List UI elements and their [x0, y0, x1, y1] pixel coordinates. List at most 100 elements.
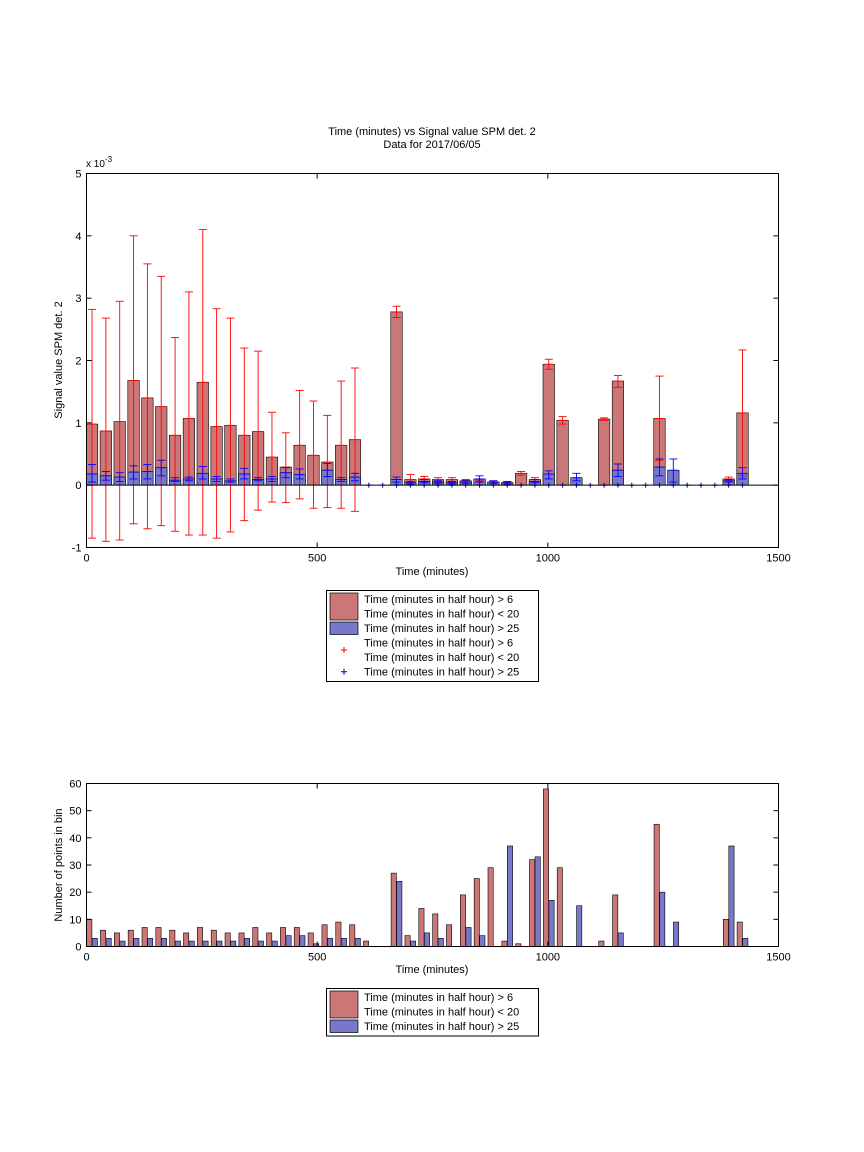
count-bar-blue: [507, 845, 513, 947]
count-bar-red: [197, 927, 203, 947]
count-bar-blue: [257, 940, 264, 947]
x-tick-label: 1000: [536, 553, 560, 565]
legend-box: [326, 590, 539, 682]
legend-label: Time (minutes in half hour) < 20: [364, 609, 519, 621]
count-bar-red: [446, 924, 453, 947]
count-chart: 0 500 1000 1500 0 10 20 30 40 50 60 Time (minutes)…: [53, 779, 791, 1037]
signal-bar-red: [390, 311, 403, 486]
y-tick-label: 3: [75, 293, 81, 305]
count-bar-red: [501, 940, 508, 947]
count-bar-red: [363, 940, 369, 947]
x-tick-label: 500: [308, 952, 326, 964]
count-bar-red: [141, 927, 148, 947]
count-bar-red: [293, 927, 300, 947]
legend-label: Time (minutes in half hour) > 25: [364, 1021, 519, 1033]
y-tick-label: 5: [75, 169, 81, 181]
count-legend: Time (minutes in half hour) > 6 Time (min…: [326, 988, 539, 1037]
count-bar-red: [722, 919, 729, 947]
legend-box: [326, 988, 539, 1037]
y-tick-label: 30: [69, 860, 81, 872]
count-bar-blue: [354, 938, 361, 947]
count-x-label: Time (minutes): [396, 964, 469, 976]
count-bar-blue: [299, 935, 306, 947]
signal-y-label: Signal value SPM det. 2: [53, 301, 65, 418]
legend-label: Time (minutes in half hour) > 25: [364, 667, 519, 679]
y-tick-label: 50: [69, 806, 81, 818]
count-bar-red: [487, 867, 494, 947]
count-bar-blue: [548, 900, 555, 947]
count-bar-blue: [230, 940, 237, 947]
count-y-label: Number of points in bin: [53, 808, 65, 921]
y-tick-label: 20: [69, 887, 81, 899]
y-tick-label: 10: [69, 914, 81, 926]
signal-bar-red: [556, 420, 569, 486]
count-bar-red: [543, 788, 549, 947]
count-bar-blue: [742, 938, 749, 947]
count-bar-blue: [105, 938, 112, 947]
count-bar-blue: [271, 940, 278, 947]
count-bar-red: [556, 867, 563, 947]
count-bar-red: [404, 935, 411, 947]
y-tick-label: 60: [69, 779, 81, 791]
x-tick-label: 1000: [536, 952, 560, 964]
y-tick-label: 40: [69, 833, 81, 845]
count-bar-red: [266, 932, 273, 947]
signal-chart: Time (minutes) vs Signal value SPM det. …: [53, 126, 791, 682]
signal-axes-frame: [86, 173, 779, 548]
count-bar-blue: [147, 938, 154, 947]
count-bar-red: [612, 894, 619, 947]
count-bar-red: [460, 894, 466, 947]
legend-label: Time (minutes in half hour) < 20: [364, 652, 519, 664]
count-bar-blue: [410, 940, 417, 947]
count-bar-red: [210, 929, 217, 947]
count-bar-red: [473, 878, 480, 947]
count-bar-red: [252, 927, 259, 947]
count-bar-red: [307, 932, 314, 947]
legend-label: Time (minutes in half hour) > 6: [364, 992, 513, 1004]
count-bar-blue: [327, 938, 334, 947]
count-bar-blue: [617, 932, 624, 947]
x-tick-label: 1500: [766, 553, 790, 565]
count-bar-red: [321, 924, 328, 947]
count-bar-blue: [133, 938, 140, 947]
count-bar-blue: [202, 940, 209, 947]
count-bar-blue: [479, 935, 486, 947]
x-tick-label: 1500: [766, 952, 790, 964]
count-ticks: 0 500 1000 1500 0 10 20 30 40 50 60: [69, 779, 790, 964]
count-bar-blue: [188, 940, 195, 947]
count-bar-red: [653, 823, 660, 947]
signal-chart-y-exponent: x 10-3: [86, 155, 113, 170]
count-bar-red: [100, 929, 107, 947]
y-tick-label: -1: [72, 543, 82, 555]
count-bar-red: [432, 913, 439, 947]
x-tick-label: 0: [83, 952, 89, 964]
count-bar-blue: [91, 938, 98, 947]
signal-errorbars: [88, 229, 747, 542]
legend-label: Time (minutes in half hour) < 20: [364, 1007, 519, 1019]
count-bar-red: [335, 921, 342, 947]
count-bar-red: [114, 932, 120, 947]
y-tick-label: 1: [75, 418, 81, 430]
signal-x-label: Time (minutes): [396, 566, 469, 578]
count-bar-red: [155, 927, 162, 947]
count-bar-blue: [424, 932, 430, 947]
count-bar-red: [86, 919, 93, 947]
count-bar-blue: [340, 938, 347, 947]
legend-swatch: [329, 990, 359, 1019]
signal-chart-title: Time (minutes) vs Signal value SPM det. …: [328, 126, 535, 138]
count-bar-blue: [576, 905, 583, 947]
count-bar-red: [529, 859, 536, 947]
count-bar-blue: [174, 940, 181, 947]
x-tick-label: 0: [83, 553, 89, 565]
count-bar-red: [598, 940, 605, 947]
count-bar-blue: [285, 935, 292, 947]
legend-label: Time (minutes in half hour) > 6: [364, 594, 513, 606]
count-bar-red: [280, 927, 286, 947]
y-tick-label: 4: [75, 231, 81, 243]
y-tick-label: 2: [75, 356, 81, 368]
legend-swatch: [329, 1019, 359, 1033]
count-bar-red: [224, 932, 231, 947]
count-bar-blue: [119, 940, 126, 947]
